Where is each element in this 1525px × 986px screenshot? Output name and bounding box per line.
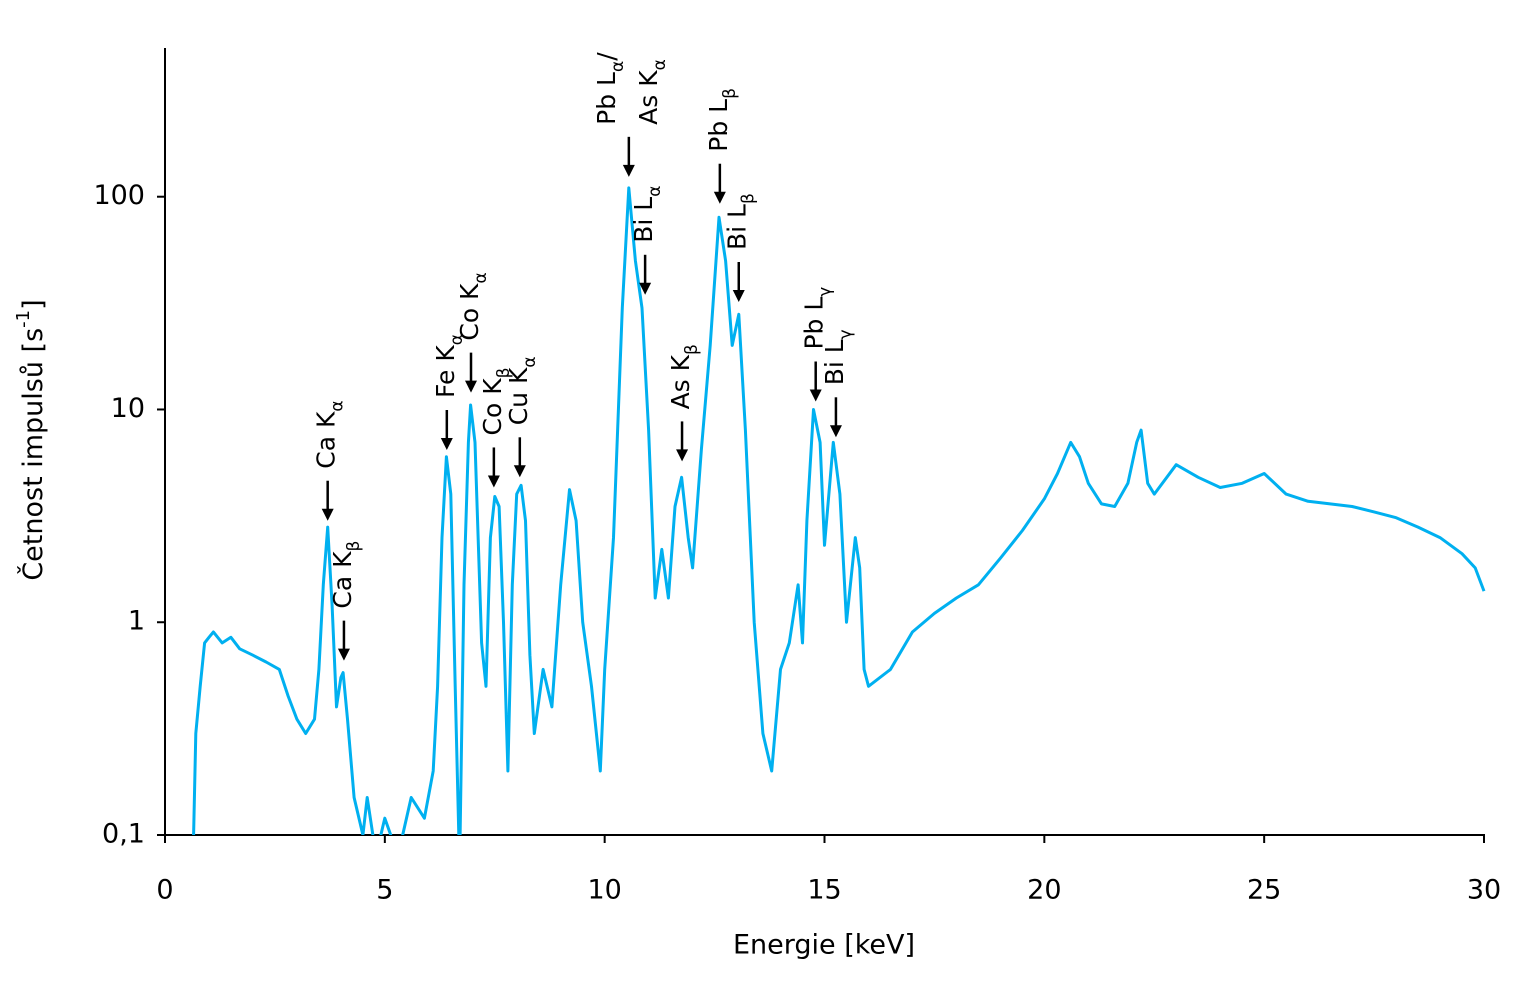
annotation-sub: α: [650, 59, 670, 70]
arrow-head: [829, 425, 842, 438]
arrow-head: [676, 449, 689, 462]
arrow-head: [337, 648, 350, 661]
annotation-sub: α: [520, 356, 540, 367]
annotation-label: Pb Lα/: [592, 52, 628, 125]
annotation-text: As K: [634, 70, 663, 125]
annotation-label: Co Kα: [455, 272, 491, 340]
arrow-head: [465, 380, 478, 393]
y-tick-label: 1: [128, 606, 145, 637]
annotation-sub: γ: [836, 329, 856, 339]
y-label-sup: -1: [13, 310, 34, 328]
x-tick-label: 5: [376, 875, 393, 906]
annotation-label: Bi Lγ: [820, 329, 856, 385]
annotation-sub: α: [447, 334, 467, 345]
annotation-sub: γ: [816, 287, 836, 297]
x-tick-label: 25: [1247, 875, 1281, 906]
annotation-label: Co Kβ: [478, 368, 514, 436]
annotation-sub: α: [328, 400, 348, 411]
annotation-text: Bi L: [629, 197, 658, 243]
annotation-label: Ca Kβ: [328, 541, 364, 609]
x-tick-label: 20: [1027, 875, 1061, 906]
annotation-text: Co K: [478, 378, 507, 436]
y-axis-label: Četnost impulsů [s-1]: [13, 299, 49, 580]
x-tick-label: 15: [807, 875, 841, 906]
annotation-text: Bi L: [723, 204, 752, 250]
annotation-text: Co K: [455, 283, 484, 341]
annotation-label: Bi Lβ: [723, 193, 759, 250]
annotation-text: Bi L: [820, 339, 849, 385]
annotation-label: Bi Lα: [629, 186, 665, 243]
y-label-main: Četnost impulsů [s: [17, 328, 49, 581]
y-tick-label: 10: [111, 393, 145, 424]
y-tick-label: 100: [93, 180, 145, 211]
spectrum-line: [192, 186, 1486, 835]
annotation-text: Pb L: [592, 72, 621, 125]
annotation-text: Pb L: [704, 99, 733, 152]
x-axis-label: Energie [keV]: [733, 930, 915, 961]
arrow-head: [513, 465, 526, 478]
arrow-head: [732, 289, 745, 302]
annotation-label: Pb Lβ: [704, 88, 740, 152]
annotation-sub: α: [471, 272, 491, 283]
annotation-text: /: [592, 52, 621, 61]
arrow-head: [622, 164, 635, 177]
annotation-label: Cu Kα: [504, 356, 540, 425]
annotation-label: As Kβ: [666, 344, 702, 409]
x-tick-label: 10: [587, 875, 621, 906]
annotation-sub: β: [739, 193, 759, 204]
annotation-text: Ca K: [328, 551, 357, 609]
arrow-head: [321, 508, 334, 521]
annotation-sub: β: [720, 88, 740, 99]
y-tick-label: 0,1: [102, 819, 145, 850]
arrow-head: [639, 282, 652, 295]
annotation-label: Pb Lγ: [800, 287, 836, 350]
annotation-text: Cu K: [504, 367, 533, 425]
annotation-label: Ca Kα: [312, 400, 348, 468]
annotation-label: As Kα: [634, 59, 670, 125]
annotation-sub: α: [645, 186, 665, 197]
arrow-head: [713, 191, 726, 204]
annotation-sub: β: [344, 541, 364, 552]
annotation-sub: β: [494, 368, 514, 379]
arrow-head: [440, 437, 453, 450]
annotation-text: As K: [666, 354, 695, 409]
annotation-text: Ca K: [312, 411, 341, 469]
y-label-end: ]: [18, 299, 49, 310]
annotation-text: Pb L: [800, 297, 829, 350]
annotation-label: Fe Kα: [431, 334, 467, 398]
arrow-head: [487, 475, 500, 488]
annotation-sub: β: [682, 344, 702, 355]
arrow-head: [809, 389, 822, 402]
annotation-sub: α: [608, 61, 628, 72]
x-tick-label: 30: [1467, 875, 1501, 906]
annotation-text: Fe K: [431, 345, 460, 398]
x-tick-label: 0: [156, 875, 173, 906]
